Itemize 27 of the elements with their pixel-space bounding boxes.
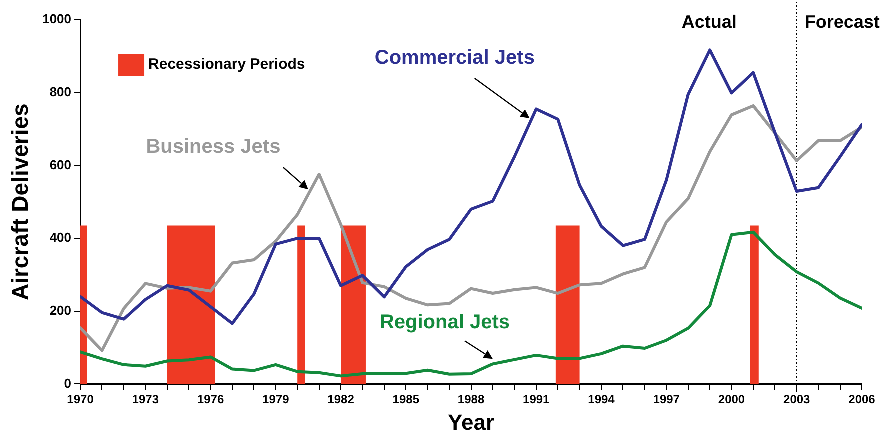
y-tick-label: 800 xyxy=(50,84,72,100)
x-tick-label: 1979 xyxy=(262,392,290,407)
x-tick-label: 1988 xyxy=(458,392,485,407)
y-tick-label: 200 xyxy=(50,302,72,318)
x-tick-label: 1991 xyxy=(523,392,550,407)
x-tick-label: 1985 xyxy=(392,392,420,407)
x-axis-title: Year xyxy=(448,410,495,435)
annotation: Actual xyxy=(682,12,737,32)
y-tick-label: 0 xyxy=(64,376,72,391)
x-tick-label: 2000 xyxy=(718,392,746,407)
text: Business Jets xyxy=(146,136,281,158)
x-tick-label: 1973 xyxy=(132,392,160,407)
x-tick-label: 2003 xyxy=(784,392,811,407)
y-tick-label: 1000 xyxy=(42,12,72,27)
x-tick-label: 1982 xyxy=(328,392,355,407)
x-tick-label: 1997 xyxy=(653,392,680,407)
x-tick-label: 1994 xyxy=(588,392,616,407)
y-tick-label: 600 xyxy=(50,157,72,172)
x-tick-label: 2006 xyxy=(848,392,876,407)
x-tick-label: 1976 xyxy=(197,392,224,407)
annotation: Forecast xyxy=(804,12,880,32)
legend-label: Recessionary Periods xyxy=(148,56,306,74)
series-label: Regional Jets xyxy=(380,312,510,334)
text: Commercial Jets xyxy=(374,47,535,70)
y-axis-title: Aircraft Deliveries xyxy=(7,104,34,301)
x-tick-label: 1970 xyxy=(67,392,94,407)
y-tick-label: 400 xyxy=(50,230,72,246)
